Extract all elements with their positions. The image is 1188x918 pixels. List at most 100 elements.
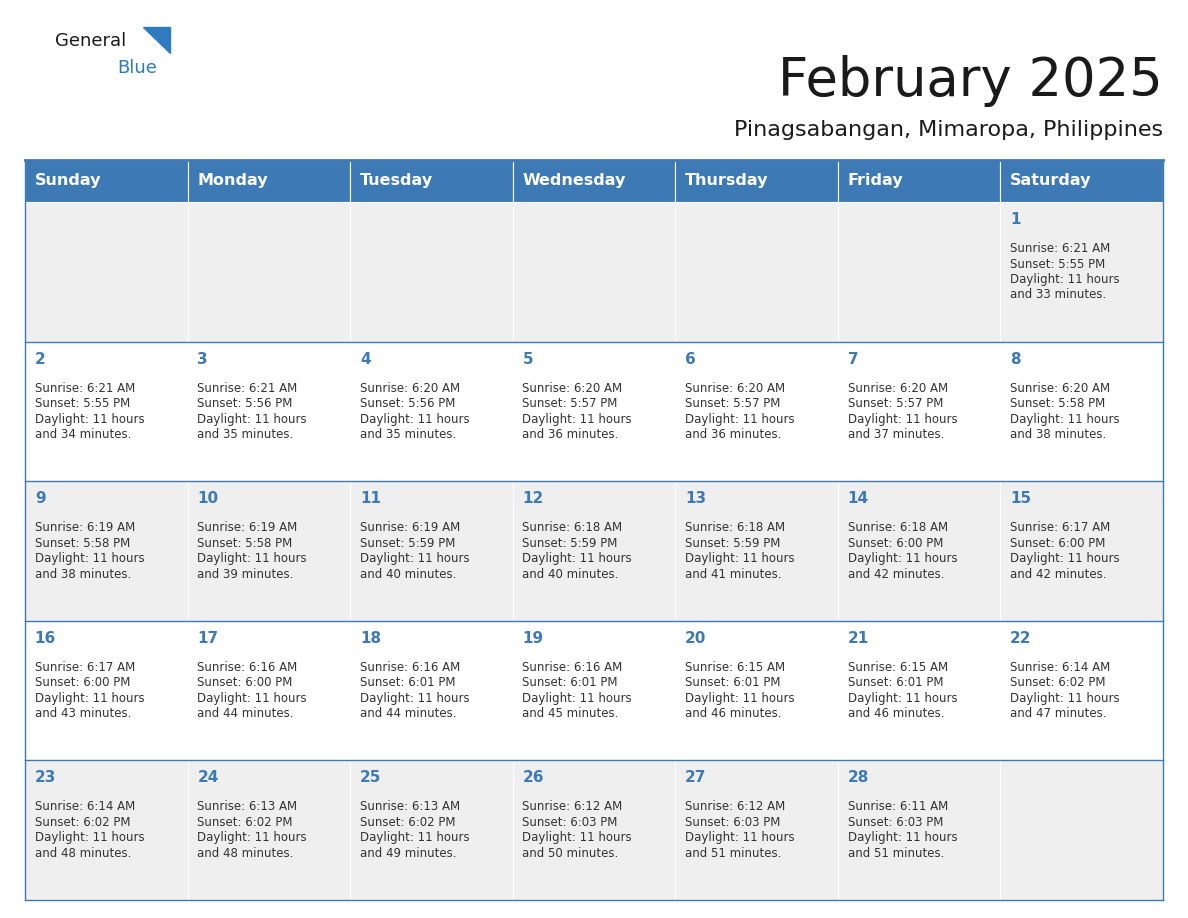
FancyBboxPatch shape xyxy=(350,160,513,202)
FancyBboxPatch shape xyxy=(25,160,188,202)
Text: Sunrise: 6:16 AM: Sunrise: 6:16 AM xyxy=(197,661,297,674)
Text: 16: 16 xyxy=(34,631,56,645)
Text: Sunrise: 6:21 AM: Sunrise: 6:21 AM xyxy=(34,382,135,395)
Text: 18: 18 xyxy=(360,631,381,645)
FancyBboxPatch shape xyxy=(350,760,513,900)
Text: 21: 21 xyxy=(847,631,868,645)
Text: Tuesday: Tuesday xyxy=(360,174,432,188)
Text: Daylight: 11 hours: Daylight: 11 hours xyxy=(197,412,307,426)
FancyBboxPatch shape xyxy=(25,621,188,760)
Text: Friday: Friday xyxy=(847,174,903,188)
Text: and 34 minutes.: and 34 minutes. xyxy=(34,428,131,442)
Text: and 48 minutes.: and 48 minutes. xyxy=(197,847,293,860)
Text: Sunset: 6:01 PM: Sunset: 6:01 PM xyxy=(360,677,455,689)
FancyBboxPatch shape xyxy=(513,621,675,760)
Text: Daylight: 11 hours: Daylight: 11 hours xyxy=(360,832,469,845)
Text: Daylight: 11 hours: Daylight: 11 hours xyxy=(523,832,632,845)
Text: Wednesday: Wednesday xyxy=(523,174,626,188)
Text: Sunrise: 6:20 AM: Sunrise: 6:20 AM xyxy=(360,382,460,395)
Text: 4: 4 xyxy=(360,352,371,366)
FancyBboxPatch shape xyxy=(513,341,675,481)
Text: and 40 minutes.: and 40 minutes. xyxy=(360,567,456,581)
FancyBboxPatch shape xyxy=(188,621,350,760)
Text: Daylight: 11 hours: Daylight: 11 hours xyxy=(1010,273,1120,286)
Text: Blue: Blue xyxy=(116,59,157,77)
Text: Sunset: 5:56 PM: Sunset: 5:56 PM xyxy=(360,397,455,410)
Text: and 46 minutes.: and 46 minutes. xyxy=(847,707,944,721)
Text: Sunrise: 6:16 AM: Sunrise: 6:16 AM xyxy=(360,661,460,674)
Text: Monday: Monday xyxy=(197,174,268,188)
Text: Sunset: 5:57 PM: Sunset: 5:57 PM xyxy=(847,397,943,410)
FancyBboxPatch shape xyxy=(1000,341,1163,481)
Text: Sunset: 6:01 PM: Sunset: 6:01 PM xyxy=(685,677,781,689)
Text: and 42 minutes.: and 42 minutes. xyxy=(1010,567,1107,581)
Text: February 2025: February 2025 xyxy=(778,55,1163,107)
Text: 12: 12 xyxy=(523,491,544,506)
Text: and 36 minutes.: and 36 minutes. xyxy=(685,428,782,442)
Text: Sunrise: 6:18 AM: Sunrise: 6:18 AM xyxy=(523,521,623,534)
Text: and 48 minutes.: and 48 minutes. xyxy=(34,847,131,860)
Text: Sunrise: 6:15 AM: Sunrise: 6:15 AM xyxy=(847,661,948,674)
FancyBboxPatch shape xyxy=(675,621,838,760)
Text: 6: 6 xyxy=(685,352,696,366)
Text: Daylight: 11 hours: Daylight: 11 hours xyxy=(34,832,145,845)
FancyBboxPatch shape xyxy=(675,760,838,900)
Text: Sunrise: 6:20 AM: Sunrise: 6:20 AM xyxy=(685,382,785,395)
FancyBboxPatch shape xyxy=(838,621,1000,760)
Text: Sunset: 6:02 PM: Sunset: 6:02 PM xyxy=(1010,677,1106,689)
FancyBboxPatch shape xyxy=(1000,621,1163,760)
Text: 1: 1 xyxy=(1010,212,1020,227)
Text: and 41 minutes.: and 41 minutes. xyxy=(685,567,782,581)
Text: 19: 19 xyxy=(523,631,544,645)
Text: Sunset: 5:58 PM: Sunset: 5:58 PM xyxy=(1010,397,1105,410)
Text: 15: 15 xyxy=(1010,491,1031,506)
FancyBboxPatch shape xyxy=(675,160,838,202)
Text: Sunset: 6:02 PM: Sunset: 6:02 PM xyxy=(34,816,131,829)
Text: and 37 minutes.: and 37 minutes. xyxy=(847,428,944,442)
Text: 24: 24 xyxy=(197,770,219,786)
Text: Daylight: 11 hours: Daylight: 11 hours xyxy=(34,692,145,705)
FancyBboxPatch shape xyxy=(675,341,838,481)
Text: Daylight: 11 hours: Daylight: 11 hours xyxy=(1010,553,1120,565)
FancyBboxPatch shape xyxy=(25,760,188,900)
Text: Sunset: 5:57 PM: Sunset: 5:57 PM xyxy=(523,397,618,410)
Polygon shape xyxy=(143,27,170,53)
FancyBboxPatch shape xyxy=(838,341,1000,481)
FancyBboxPatch shape xyxy=(513,202,675,341)
Text: 3: 3 xyxy=(197,352,208,366)
Text: Sunrise: 6:19 AM: Sunrise: 6:19 AM xyxy=(197,521,297,534)
Text: Sunset: 5:57 PM: Sunset: 5:57 PM xyxy=(685,397,781,410)
Text: 10: 10 xyxy=(197,491,219,506)
Text: and 46 minutes.: and 46 minutes. xyxy=(685,707,782,721)
FancyBboxPatch shape xyxy=(350,481,513,621)
Text: Sunrise: 6:13 AM: Sunrise: 6:13 AM xyxy=(360,800,460,813)
Text: Daylight: 11 hours: Daylight: 11 hours xyxy=(1010,412,1120,426)
Text: Daylight: 11 hours: Daylight: 11 hours xyxy=(197,832,307,845)
Text: Sunset: 5:59 PM: Sunset: 5:59 PM xyxy=(685,537,781,550)
Text: Sunrise: 6:14 AM: Sunrise: 6:14 AM xyxy=(34,800,135,813)
FancyBboxPatch shape xyxy=(350,621,513,760)
FancyBboxPatch shape xyxy=(1000,160,1163,202)
FancyBboxPatch shape xyxy=(1000,481,1163,621)
Text: Daylight: 11 hours: Daylight: 11 hours xyxy=(197,553,307,565)
FancyBboxPatch shape xyxy=(675,481,838,621)
Text: 5: 5 xyxy=(523,352,533,366)
FancyBboxPatch shape xyxy=(513,160,675,202)
Text: Sunrise: 6:18 AM: Sunrise: 6:18 AM xyxy=(847,521,948,534)
Text: Sunrise: 6:11 AM: Sunrise: 6:11 AM xyxy=(847,800,948,813)
Text: Sunset: 6:00 PM: Sunset: 6:00 PM xyxy=(34,677,131,689)
Text: Sunset: 6:03 PM: Sunset: 6:03 PM xyxy=(847,816,943,829)
FancyBboxPatch shape xyxy=(188,202,350,341)
FancyBboxPatch shape xyxy=(25,202,188,341)
FancyBboxPatch shape xyxy=(25,341,188,481)
FancyBboxPatch shape xyxy=(1000,760,1163,900)
Text: and 39 minutes.: and 39 minutes. xyxy=(197,567,293,581)
Text: and 35 minutes.: and 35 minutes. xyxy=(197,428,293,442)
FancyBboxPatch shape xyxy=(675,202,838,341)
Text: Sunrise: 6:17 AM: Sunrise: 6:17 AM xyxy=(1010,521,1111,534)
FancyBboxPatch shape xyxy=(188,160,350,202)
Text: Daylight: 11 hours: Daylight: 11 hours xyxy=(685,832,795,845)
Text: Daylight: 11 hours: Daylight: 11 hours xyxy=(360,412,469,426)
Text: 17: 17 xyxy=(197,631,219,645)
Text: Sunrise: 6:18 AM: Sunrise: 6:18 AM xyxy=(685,521,785,534)
